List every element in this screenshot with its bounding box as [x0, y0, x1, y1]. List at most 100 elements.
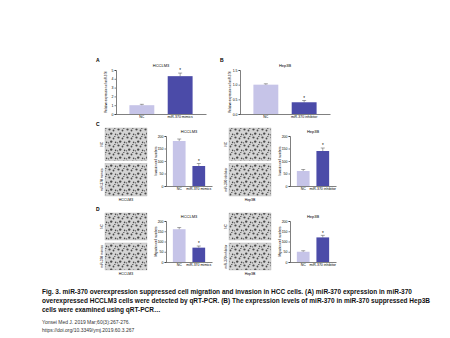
y-tick-mark	[165, 161, 167, 162]
y-tick: 200	[158, 135, 166, 139]
significance-mark: *	[322, 143, 324, 148]
caption: Fig. 3. miR-370 overexpression suppresse…	[42, 288, 430, 314]
plot-area	[129, 73, 192, 114]
y-tick: 0	[112, 113, 116, 117]
x-axis: NCmiR-370 mimics	[167, 187, 213, 191]
y-tick: 2	[112, 95, 116, 99]
micrograph	[229, 128, 271, 161]
error-bar	[301, 170, 305, 172]
y-tick-label: 1.5	[233, 69, 238, 73]
y-tick-mark	[165, 149, 167, 150]
image-group: NCmiR-370 inhibitorHep3B	[224, 213, 271, 276]
y-tick: 150	[282, 230, 290, 234]
x-axis: NCmiR-370 inhibitor	[291, 187, 337, 191]
significance-mark: *	[179, 68, 181, 73]
x-tick: miR-370 mimics	[168, 115, 193, 119]
y-tick-label: 50	[284, 250, 288, 254]
micrograph	[105, 243, 147, 270]
micrograph	[229, 213, 271, 240]
x-tick: NC	[177, 263, 183, 267]
x-tick: NC	[301, 187, 307, 191]
image-row-label: NC	[100, 224, 104, 229]
x-tick-label: miR-370 inhibitor	[291, 115, 318, 119]
y-tick-label: 0	[286, 261, 288, 265]
y-tick-mark	[115, 88, 117, 89]
x-axis-line	[117, 114, 207, 115]
y-axis-title: Migration cell numbers	[154, 226, 158, 257]
y-tick-label: 1	[112, 104, 114, 108]
chart-title: Hep3B	[307, 214, 320, 219]
bar	[192, 248, 205, 262]
y-tick-label: 200	[282, 135, 288, 139]
error-bar-cap	[301, 169, 305, 170]
y-axis-line	[289, 137, 291, 187]
y-tick-mark	[115, 70, 117, 71]
y-tick-mark	[165, 252, 167, 253]
y-tick: 5	[112, 69, 116, 73]
y-tick-label: 200	[282, 220, 288, 224]
significance-mark: *	[198, 241, 200, 246]
y-tick: 0.5	[233, 98, 240, 102]
y-tick: 1.0	[233, 83, 240, 87]
bar	[297, 252, 310, 262]
x-tick: NC	[263, 115, 269, 119]
y-tick-mark	[165, 221, 167, 222]
micrograph	[105, 164, 147, 197]
x-axis: NCmiR-370 mimics	[167, 263, 213, 267]
y-tick: 1	[112, 104, 116, 108]
y-tick: 150	[158, 147, 166, 151]
y-tick-label: 0	[112, 113, 114, 117]
chart-title: Hep3B	[307, 129, 320, 134]
y-tick-mark	[165, 136, 167, 137]
x-tick: miR-370 inhibitor	[310, 263, 337, 267]
bar	[173, 229, 186, 262]
y-tick: 150	[158, 230, 166, 234]
y-tick: 150	[282, 147, 290, 151]
x-tick-label: miR-370 inhibitor	[310, 263, 337, 267]
y-axis: 0.0 0.5 1.0 1.5	[233, 69, 241, 117]
y-tick: 100	[158, 240, 166, 244]
chart-title: HCCLM3	[181, 214, 198, 219]
y-tick-mark	[115, 114, 117, 115]
x-axis: NCmiR-370 mimics	[117, 115, 207, 119]
error-bar	[177, 228, 181, 230]
y-axis: 012345	[112, 69, 117, 117]
y-tick-label: 200	[158, 220, 164, 224]
y-tick: 50	[284, 172, 290, 176]
y-tick-mark	[165, 262, 167, 263]
panel-label: B	[220, 57, 224, 63]
y-tick-mark	[115, 96, 117, 97]
y-tick-label: 150	[282, 230, 288, 234]
y-tick: 0	[286, 261, 290, 265]
significance-mark: *	[322, 231, 324, 236]
significance-mark: *	[303, 96, 305, 101]
y-tick-label: 0	[162, 261, 164, 265]
plot-area	[173, 139, 205, 186]
micrograph	[105, 213, 147, 240]
x-tick-label: miR-370 mimics	[168, 115, 193, 119]
y-tick-mark	[165, 186, 167, 187]
caption-line: overexpressed HCCLM3 cells were detected…	[42, 297, 430, 305]
error-bar-stem	[179, 139, 180, 141]
image-cell-line: Hep3B	[245, 198, 256, 202]
bar-chart: 050100150200NCmiR-370 mimics*HCCLM3Invas…	[154, 129, 213, 191]
y-tick: 1.5	[233, 69, 240, 73]
micrograph	[105, 128, 147, 161]
bar	[316, 237, 329, 262]
image-row-label: NC	[224, 141, 228, 146]
x-tick: miR-370 inhibitor	[310, 187, 337, 191]
plot-area	[173, 228, 205, 262]
citation-journal: Yonsei Med J. 2019 Mar;60(3):267-276.	[42, 319, 130, 325]
y-tick-mark	[289, 136, 291, 137]
x-tick-label: miR-370 inhibitor	[310, 187, 337, 191]
error-bar	[177, 139, 181, 141]
image-group: NCmiR-370 inhibitorHep3B	[224, 128, 271, 202]
y-tick-label: 0.0	[233, 113, 238, 117]
error-bar	[321, 148, 325, 151]
y-tick-label: 200	[158, 135, 164, 139]
bar-chart: 050100150200NCmiR-370 mimics*HCCLM3Migra…	[154, 214, 213, 267]
y-tick: 200	[282, 220, 290, 224]
x-axis: NC miR-370 inhibitor	[241, 115, 331, 119]
plot-area	[297, 148, 329, 186]
image-row-label: NC	[224, 224, 228, 229]
